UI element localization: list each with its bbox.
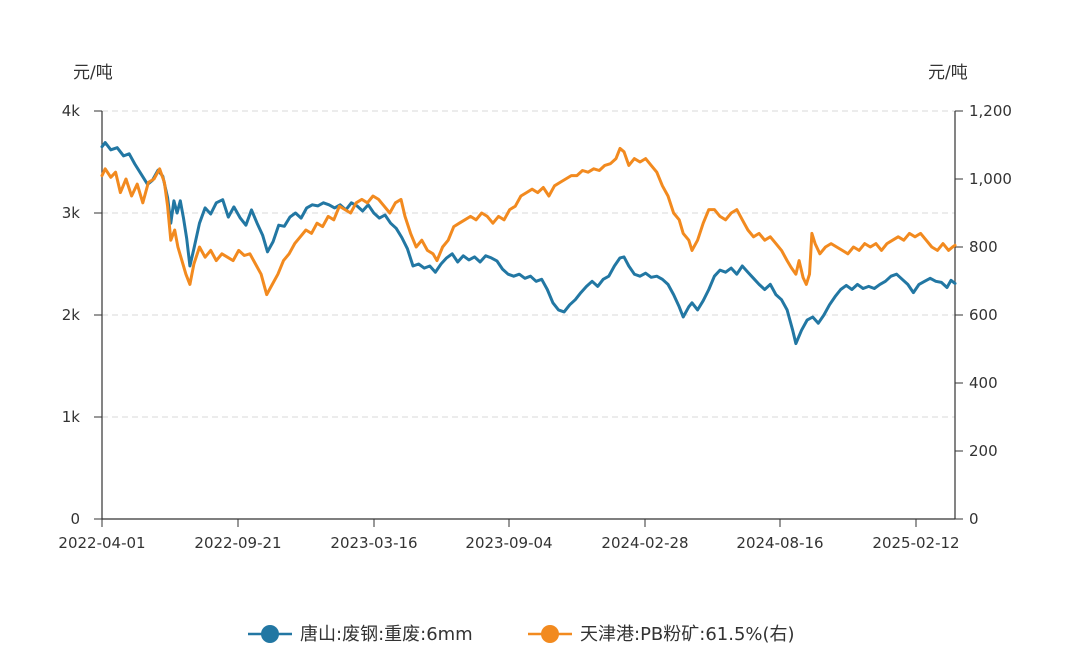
right-tick-label-0: 0 bbox=[969, 510, 979, 528]
left-tick-label-1k: 1k bbox=[62, 408, 81, 426]
x-tick-label-2025-02-12: 2025-02-12 bbox=[872, 534, 959, 552]
series-line-scrap-steel bbox=[100, 141, 957, 346]
x-tick-label-2022-04-01: 2022-04-01 bbox=[58, 534, 145, 552]
x-tick-label-2022-09-21: 2022-09-21 bbox=[194, 534, 281, 552]
right-tick-label-600: 600 bbox=[969, 306, 998, 324]
right-tick-label-1200: 1,200 bbox=[969, 102, 1012, 120]
right-tick-label-1000: 1,000 bbox=[969, 170, 1012, 188]
legend-label-pb-fines: 天津港:PB粉矿:61.5%(右) bbox=[580, 624, 795, 645]
right-tick-label-800: 800 bbox=[969, 238, 998, 256]
grid-lines bbox=[102, 110, 955, 418]
right-tick-label-400: 400 bbox=[969, 374, 998, 392]
plot-series bbox=[100, 141, 957, 346]
left-axis: 元/吨 0 1k 2k 3k 4k bbox=[62, 63, 113, 528]
x-axis: 2022-04-01 2022-09-21 2023-03-16 2023-09… bbox=[58, 518, 960, 552]
right-tick-label-200: 200 bbox=[969, 442, 998, 460]
left-axis-unit: 元/吨 bbox=[73, 63, 113, 83]
legend-marker-pb-fines bbox=[541, 625, 559, 643]
x-tick-label-2024-02-28: 2024-02-28 bbox=[601, 534, 688, 552]
legend-item-scrap-steel[interactable]: 唐山:废钢:重废:6mm bbox=[248, 624, 473, 645]
legend-marker-scrap-steel bbox=[261, 625, 279, 643]
right-axis: 元/吨 0 200 400 600 800 1,000 1,200 bbox=[928, 63, 1012, 528]
left-tick-label-2k: 2k bbox=[62, 306, 81, 324]
left-tick-label-3k: 3k bbox=[62, 204, 81, 222]
series-line-pb-fines bbox=[100, 146, 957, 297]
left-tick-label-0: 0 bbox=[70, 510, 80, 528]
legend-item-pb-fines[interactable]: 天津港:PB粉矿:61.5%(右) bbox=[528, 624, 795, 645]
x-tick-label-2023-03-16: 2023-03-16 bbox=[330, 534, 417, 552]
left-tick-label-4k: 4k bbox=[62, 102, 81, 120]
x-tick-label-2024-08-16: 2024-08-16 bbox=[736, 534, 823, 552]
legend-label-scrap-steel: 唐山:废钢:重废:6mm bbox=[300, 624, 473, 645]
right-axis-unit: 元/吨 bbox=[928, 63, 968, 83]
x-tick-label-2023-09-04: 2023-09-04 bbox=[465, 534, 552, 552]
legend: 唐山:废钢:重废:6mm 天津港:PB粉矿:61.5%(右) bbox=[248, 624, 795, 645]
